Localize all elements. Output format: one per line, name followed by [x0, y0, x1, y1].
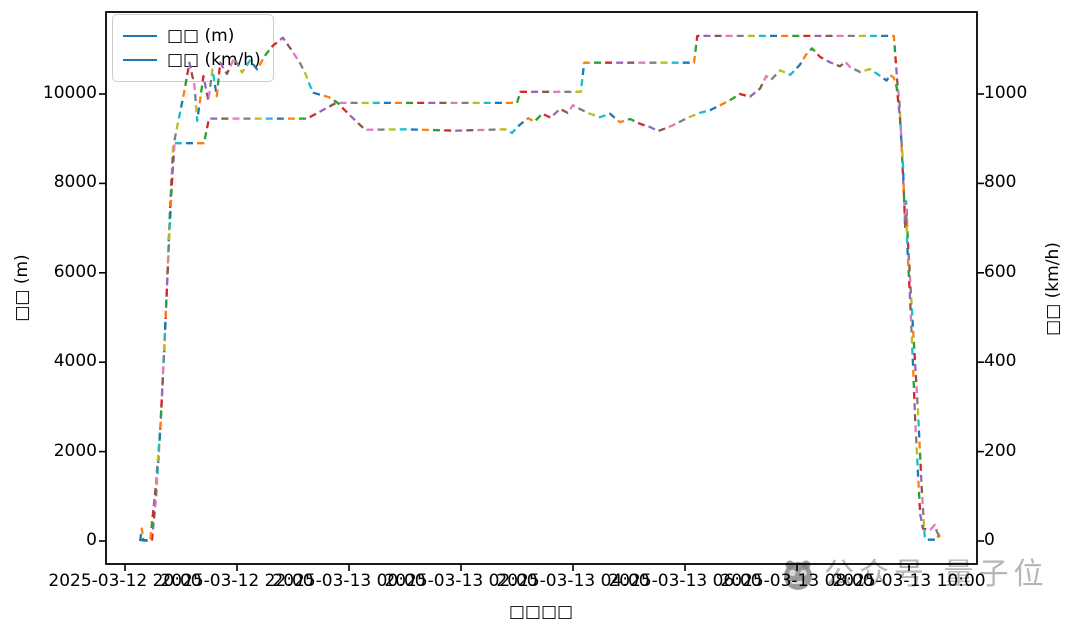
y-tick-label-left: 6000: [53, 261, 97, 282]
x-tick-label: 2025-03-13 00:00: [272, 571, 426, 591]
tick-marks: [99, 93, 984, 571]
qbitai-panda-logo-icon: [784, 560, 812, 590]
y-tick-label-right: 200: [984, 440, 1017, 461]
x-tick-label: 2025-03-13 10:00: [832, 571, 986, 591]
legend: □□ (m) □□ (km/h): [112, 14, 274, 82]
legend-line-sample-icon: [123, 59, 157, 61]
y-tick-label-left: 4000: [53, 351, 97, 372]
legend-label: □□ (m): [167, 25, 235, 46]
legend-item-altitude: □□ (m): [123, 24, 261, 48]
x-tick-label: 2025-03-13 04:00: [496, 571, 650, 591]
watermark: 公众号 量子位: [781, 557, 1049, 593]
y-axis-label-right: □□ (km/h): [1043, 242, 1063, 336]
y-tick-label-left: 8000: [53, 172, 97, 193]
y-tick-label-left: 2000: [53, 440, 97, 461]
y-tick-label-right: 1000: [984, 83, 1028, 103]
x-tick-label: 2025-03-13 02:00: [384, 571, 538, 591]
legend-label: □□ (km/h): [167, 49, 261, 70]
legend-item-speed: □□ (km/h): [123, 48, 261, 72]
legend-line-sample-icon: [123, 35, 157, 37]
x-tick-label: 2025-03-12 22:00: [160, 571, 314, 591]
y-tick-label-right: 400: [984, 351, 1017, 372]
plot-frame: [105, 11, 978, 565]
x-tick-label: 2025-03-13 06:00: [608, 571, 762, 591]
x-tick-label: 2025-03-12 20:00: [48, 571, 202, 591]
x-tick-label: 2025-03-13 08:00: [720, 571, 874, 591]
y-tick-label-right: 0: [984, 530, 995, 550]
y-tick-label-left: 10000: [42, 83, 97, 103]
y-tick-label-right: 800: [984, 172, 1017, 193]
y-tick-label-left: 0: [86, 530, 97, 550]
x-axis-label: □□□□: [508, 602, 574, 622]
y-tick-label-right: 600: [984, 261, 1017, 282]
watermark-text: 公众号 量子位: [824, 557, 1049, 592]
